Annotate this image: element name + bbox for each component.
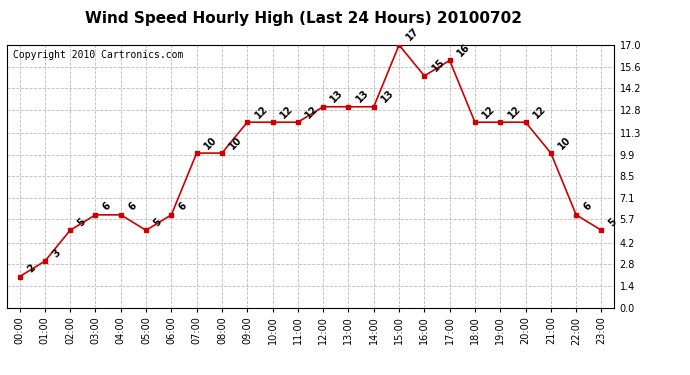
Text: 6: 6 [177,201,189,213]
Text: 12: 12 [278,104,295,120]
Text: 2: 2 [25,262,37,274]
Text: 12: 12 [304,104,320,120]
Text: 12: 12 [480,104,497,120]
Text: 13: 13 [328,88,345,105]
Text: 10: 10 [228,134,244,151]
Text: 10: 10 [202,134,219,151]
Text: 15: 15 [430,57,446,74]
Text: 17: 17 [404,26,421,43]
Text: 5: 5 [76,216,88,228]
Text: 13: 13 [380,88,396,105]
Text: 16: 16 [455,42,472,58]
Text: 6: 6 [101,201,113,213]
Text: 3: 3 [50,247,62,259]
Text: 12: 12 [253,104,269,120]
Text: 12: 12 [531,104,548,120]
Text: 6: 6 [582,201,593,213]
Text: 10: 10 [556,134,573,151]
Text: 12: 12 [506,104,522,120]
Text: 13: 13 [354,88,371,105]
Text: Copyright 2010 Cartronics.com: Copyright 2010 Cartronics.com [13,50,184,60]
Text: 5: 5 [607,216,619,228]
Text: 6: 6 [126,201,138,213]
Text: Wind Speed Hourly High (Last 24 Hours) 20100702: Wind Speed Hourly High (Last 24 Hours) 2… [85,11,522,26]
Text: 5: 5 [152,216,164,228]
